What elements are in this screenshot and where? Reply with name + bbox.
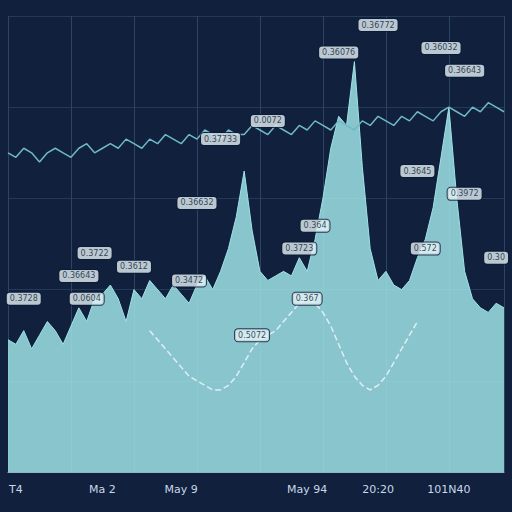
svg-text:0.30: 0.30 — [487, 253, 505, 262]
svg-text:0.3722: 0.3722 — [81, 249, 109, 258]
svg-text:0.3612: 0.3612 — [120, 262, 148, 271]
svg-text:0.36772: 0.36772 — [361, 21, 394, 30]
svg-text:0.3972: 0.3972 — [451, 189, 479, 198]
svg-text:May 94: May 94 — [287, 483, 327, 496]
svg-text:0.3728: 0.3728 — [10, 294, 38, 303]
svg-text:0.0604: 0.0604 — [73, 294, 101, 303]
svg-text:0.364: 0.364 — [304, 221, 327, 230]
svg-text:20:20: 20:20 — [362, 483, 394, 496]
svg-text:0.36643: 0.36643 — [62, 271, 95, 280]
svg-text:May 9: May 9 — [165, 483, 198, 496]
svg-text:0.36632: 0.36632 — [180, 198, 213, 207]
svg-text:Ma 2: Ma 2 — [89, 483, 116, 496]
svg-text:0.367: 0.367 — [296, 294, 319, 303]
svg-text:0.3723: 0.3723 — [285, 244, 313, 253]
svg-text:0.36643: 0.36643 — [448, 66, 481, 75]
svg-text:0.5072: 0.5072 — [238, 331, 266, 340]
svg-text:0.3645: 0.3645 — [403, 167, 431, 176]
svg-text:0.36076: 0.36076 — [322, 48, 355, 57]
svg-text:0.36032: 0.36032 — [424, 43, 457, 52]
svg-text:0.572: 0.572 — [414, 244, 437, 253]
svg-text:T4: T4 — [8, 483, 23, 496]
svg-text:0.3472: 0.3472 — [175, 276, 203, 285]
svg-text:101N40: 101N40 — [427, 483, 470, 496]
svg-text:0.0072: 0.0072 — [254, 116, 282, 125]
svg-text:0.37733: 0.37733 — [204, 135, 237, 144]
